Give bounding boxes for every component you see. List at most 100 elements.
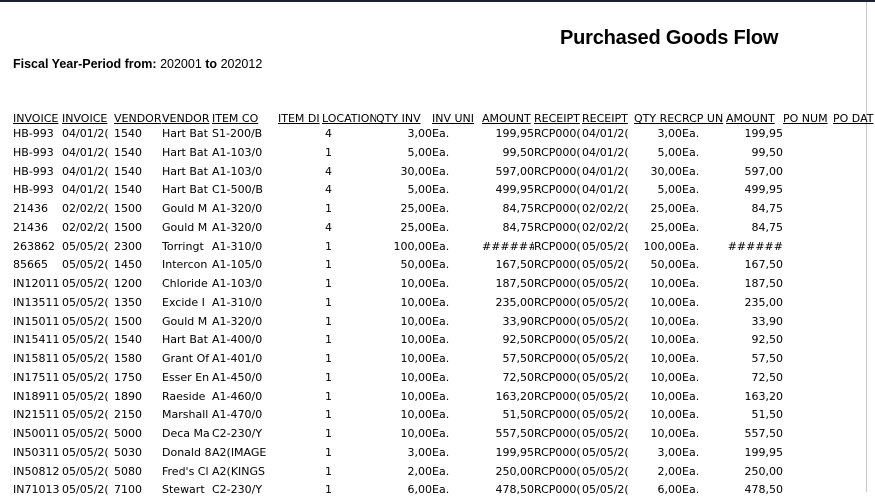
cell-po-date [833,314,875,329]
cell-receipt-date: 05/05/2( [582,390,629,403]
cell-rcp-amount: 84,75 [751,221,784,234]
cell-location: 1 [325,277,332,290]
cell-qty-inv: 5,00 [407,146,433,159]
cell-invoice: IN13511 [13,296,60,309]
cell-vendor: 1750 [114,371,142,384]
cell-item-desc [278,295,322,310]
fiscal-from-value: 202001 [160,57,202,71]
cell-rcp-unit: Ea. [682,352,700,365]
cell-qty-inv: 10,00 [400,371,433,384]
cell-rcp-amount: 597,00 [744,165,784,178]
cell-invoice-date: 05/05/2( [62,240,109,253]
cell-qty-rec: 10,00 [650,408,683,421]
fiscal-to-label: to [205,57,218,71]
cell-po-num [783,239,833,254]
header-item-desc: ITEM DI [278,112,320,125]
cell-invoice-date: 04/01/2( [62,127,109,140]
cell-qty-inv: 10,00 [400,390,433,403]
cell-vendor: 1350 [114,296,142,309]
cell-receipt: RCP000( [534,371,581,384]
cell-inv-unit: Ea. [432,465,450,478]
cell-location: 4 [325,165,332,178]
cell-receipt: RCP000( [534,277,581,290]
cell-rcp-amount: 187,50 [744,277,784,290]
cell-invoice: HB-993 [13,146,54,159]
cell-invoice-date: 05/05/2( [62,352,109,365]
cell-vendor: 1540 [114,165,142,178]
cell-rcp-unit: Ea. [682,296,700,309]
cell-receipt-date: 05/05/2( [582,427,629,440]
fiscal-to-value: 202012 [220,57,263,71]
cell-qty-rec: 10,00 [650,352,683,365]
cell-rcp-amount: 478,50 [744,483,784,496]
cell-qty-rec: 5,00 [657,146,683,159]
cell-rcp-amount: 99,50 [751,146,784,159]
cell-qty-inv: 5,00 [407,183,433,196]
cell-item-code: A1-320/0 [212,221,263,234]
cell-po-date [833,295,875,310]
cell-item-code: A1-400/0 [212,333,263,346]
cell-qty-inv: 30,00 [400,165,433,178]
cell-rcp-unit: Ea. [682,408,700,421]
cell-invoice-date: 02/02/2( [62,202,109,215]
cell-invoice-date: 05/05/2( [62,446,109,459]
cell-rcp-unit: Ea. [682,277,700,290]
cell-invoice: IN15811 [13,352,60,365]
cell-po-num [783,426,833,441]
cell-qty-rec: 50,00 [650,258,683,271]
cell-qty-inv: 10,00 [400,296,433,309]
cell-po-date [833,220,875,235]
cell-amount: 557,50 [495,427,535,440]
cell-po-date [833,389,875,404]
cell-rcp-unit: Ea. [682,183,700,196]
cell-location: 1 [325,333,332,346]
cell-vendor: 1500 [114,221,142,234]
cell-vendor-name: Excide I [162,296,205,309]
cell-po-date [833,126,875,141]
cell-po-num [783,482,833,497]
cell-invoice: IN50011 [13,427,60,440]
cell-location: 1 [325,240,332,253]
cell-invoice: IN21511 [13,408,60,421]
cell-vendor: 5030 [114,446,142,459]
cell-po-date [833,426,875,441]
cell-item-desc [278,370,322,385]
cell-rcp-unit: Ea. [682,315,700,328]
cell-vendor: 1450 [114,258,142,271]
cell-item-desc [278,257,322,272]
cell-vendor: 2150 [114,408,142,421]
cell-vendor-name: Grant Of [162,352,210,365]
cell-receipt: RCP000( [534,427,581,440]
cell-rcp-unit: Ea. [682,240,700,253]
header-qty-inv: QTY INV [376,112,421,125]
cell-qty-rec: 25,00 [650,221,683,234]
cell-po-date [833,407,875,422]
cell-amount: ###### [482,240,534,253]
cell-inv-unit: Ea. [432,371,450,384]
cell-po-num [783,220,833,235]
cell-receipt: RCP000( [534,258,581,271]
cell-item-code: A1-470/0 [212,408,263,421]
cell-item-desc [278,351,322,366]
cell-inv-unit: Ea. [432,408,450,421]
cell-qty-inv: 25,00 [400,221,433,234]
cell-receipt: RCP000( [534,296,581,309]
cell-receipt: RCP000( [534,146,581,159]
cell-po-num [783,126,833,141]
cell-receipt-date: 05/05/2( [582,483,629,496]
header-receipt-date: RECEIPT [582,112,628,125]
cell-rcp-amount: 163,20 [744,390,784,403]
header-location: LOCATION [322,112,376,125]
cell-qty-inv: 100,00 [393,240,433,253]
cell-receipt-date: 05/05/2( [582,352,629,365]
cell-po-date [833,182,875,197]
cell-po-num [783,276,833,291]
fiscal-period-label: Fiscal Year-Period from: [13,57,157,71]
cell-receipt-date: 05/05/2( [582,315,629,328]
cell-inv-unit: Ea. [432,483,450,496]
cell-qty-inv: 50,00 [400,258,433,271]
cell-location: 1 [325,483,332,496]
cell-invoice-date: 05/05/2( [62,315,109,328]
cell-item-desc [278,314,322,329]
cell-po-date [833,164,875,179]
